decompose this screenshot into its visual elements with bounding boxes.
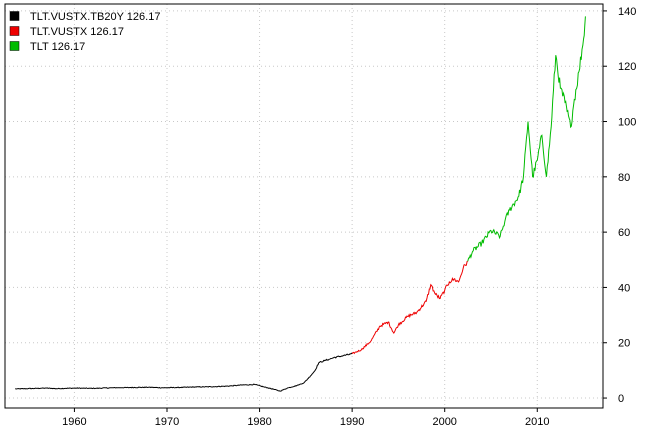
plot-background xyxy=(5,4,603,408)
y-tick-label-1: 20 xyxy=(618,338,630,350)
series-line-0 xyxy=(15,352,353,392)
y-tick-label-0: 0 xyxy=(618,393,624,405)
series-line-2 xyxy=(467,16,586,262)
y-tick-label-3: 60 xyxy=(618,227,630,239)
legend-swatch-1 xyxy=(9,26,20,36)
plot-frame xyxy=(4,3,604,409)
grid-lines xyxy=(5,4,603,408)
legend-label-1: TLT.VUSTX 126.17 xyxy=(30,26,124,38)
legend-swatch-2 xyxy=(9,41,20,51)
series-line-1 xyxy=(351,260,468,355)
y-tick-label-4: 80 xyxy=(618,172,630,184)
legend-label-2: TLT 126.17 xyxy=(30,41,85,53)
x-axis: 1960 1970 1980 1990 2000 2010 xyxy=(62,408,550,428)
x-tick-label-1: 1970 xyxy=(155,416,179,428)
y-tick-label-2: 40 xyxy=(618,282,630,294)
x-tick-label-0: 1960 xyxy=(62,416,86,428)
x-tick-label-2: 1980 xyxy=(247,416,271,428)
legend: TLT.VUSTX.TB20Y 126.17 TLT.VUSTX 126.17 TL… xyxy=(9,11,160,53)
x-tick-label-3: 1990 xyxy=(340,416,364,428)
x-tick-label-4: 2000 xyxy=(432,416,456,428)
y-tick-label-5: 100 xyxy=(618,117,636,129)
series-group xyxy=(15,16,586,392)
x-tick-label-5: 2010 xyxy=(525,416,549,428)
y-tick-label-6: 120 xyxy=(618,61,636,73)
y-axis: 0 20 40 60 80 100 120 140 xyxy=(603,6,636,405)
legend-swatch-0 xyxy=(9,11,20,21)
legend-label-0: TLT.VUSTX.TB20Y 126.17 xyxy=(30,11,160,23)
y-tick-label-7: 140 xyxy=(618,6,636,18)
